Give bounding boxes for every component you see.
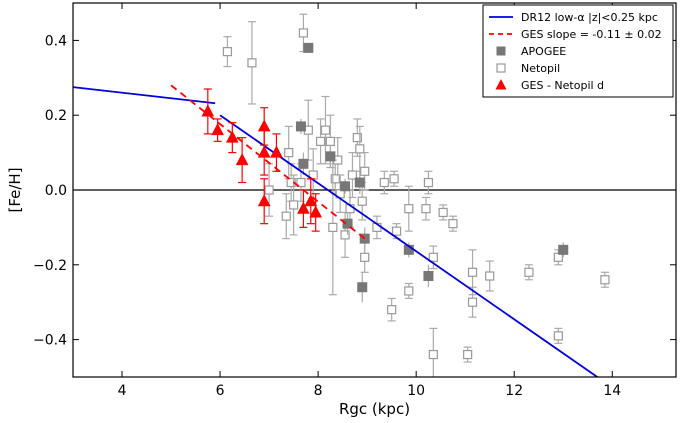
ges-triangle-point bbox=[201, 104, 215, 117]
ges-triangle-point bbox=[257, 119, 271, 132]
netopil-point bbox=[448, 219, 458, 229]
netopil-point bbox=[421, 204, 431, 214]
ges-slope-line bbox=[170, 84, 368, 242]
apogee-point bbox=[558, 244, 569, 255]
netopil-point bbox=[379, 177, 389, 188]
legend-ges-triangle-swatch bbox=[495, 79, 507, 90]
netopil-point bbox=[463, 349, 473, 360]
netopil-point bbox=[387, 305, 397, 315]
legend-apogee-swatch bbox=[496, 46, 506, 56]
x-tick-label: 8 bbox=[314, 383, 323, 399]
apogee-point bbox=[359, 233, 370, 244]
x-tick-label: 10 bbox=[407, 383, 425, 399]
netopil-point bbox=[389, 174, 399, 184]
apogee-point bbox=[325, 151, 336, 162]
legend-label: DR12 low-α |z|<0.25 kpc bbox=[521, 11, 658, 24]
netopil-point bbox=[360, 252, 370, 262]
netopil-point bbox=[347, 170, 358, 180]
legend-label: APOGEE bbox=[521, 45, 566, 58]
y-tick-label: 0.4 bbox=[45, 33, 67, 49]
y-tick-label: −0.2 bbox=[33, 258, 67, 274]
apogee-point bbox=[423, 271, 434, 282]
plot-data-layer bbox=[73, 13, 610, 377]
netopil-point bbox=[438, 207, 448, 218]
netopil-point bbox=[404, 286, 414, 296]
netopil-point bbox=[553, 331, 563, 341]
apogee-point bbox=[354, 177, 365, 188]
netopil-point bbox=[357, 196, 367, 206]
netopil-point bbox=[485, 271, 495, 281]
legend: DR12 low-α |z|<0.25 kpc GES slope = -0.11… bbox=[482, 4, 674, 98]
ges-triangle-point bbox=[270, 145, 283, 158]
netopil-point bbox=[298, 28, 309, 38]
netopil-point bbox=[328, 222, 338, 232]
apogee-point bbox=[303, 42, 314, 53]
dr12-line bbox=[219, 114, 599, 377]
x-tick-label: 12 bbox=[505, 383, 523, 399]
netopil-point bbox=[600, 275, 610, 285]
netopil-point bbox=[524, 267, 534, 277]
legend-label: GES - Netopil d bbox=[521, 79, 604, 92]
netopil-point bbox=[315, 136, 326, 146]
netopil-point bbox=[264, 185, 274, 195]
netopil-point bbox=[325, 136, 335, 146]
ges-triangle-point bbox=[297, 201, 310, 214]
axes-layer: 4 6 8 10 12 14 −0.4 −0.2 0.0 0.2 0.4 bbox=[33, 2, 677, 399]
apogee-point bbox=[340, 181, 351, 192]
netopil-point bbox=[428, 252, 438, 262]
netopil-point bbox=[360, 166, 370, 176]
legend-netopil-swatch bbox=[496, 63, 506, 73]
netopil-point bbox=[320, 125, 331, 135]
legend-box bbox=[482, 4, 674, 98]
netopil-point bbox=[355, 144, 365, 154]
x-axis-label: Rgc (kpc) bbox=[339, 400, 410, 418]
y-tick-label: −0.4 bbox=[33, 333, 67, 349]
netopil-point bbox=[296, 177, 306, 188]
y-tick-label: 0.0 bbox=[45, 183, 67, 199]
netopil-point bbox=[428, 349, 438, 360]
y-axis-label: [Fe/H] bbox=[6, 167, 24, 212]
legend-label: Netopil bbox=[521, 62, 560, 75]
ges-triangle-point bbox=[304, 194, 318, 207]
ges-triangle-point bbox=[257, 145, 271, 158]
netopil-point bbox=[289, 200, 299, 210]
netopil-point bbox=[330, 174, 340, 184]
x-tick-label: 14 bbox=[603, 383, 621, 399]
netopil-point bbox=[247, 58, 257, 68]
netopil-point bbox=[352, 133, 362, 143]
netopil-point bbox=[467, 267, 478, 277]
ges-triangle-point bbox=[257, 194, 271, 207]
y-tick-label: 0.2 bbox=[45, 108, 67, 124]
dr12-line bbox=[73, 86, 216, 105]
ges-triangle-point bbox=[235, 153, 249, 166]
netopil-point bbox=[467, 297, 478, 307]
apogee-point bbox=[298, 158, 309, 169]
netopil-point bbox=[281, 211, 291, 221]
x-tick-label: 4 bbox=[118, 383, 127, 399]
apogee-point bbox=[357, 282, 368, 293]
netopil-point bbox=[423, 177, 434, 188]
legend-label: GES slope = -0.11 ± 0.02 bbox=[521, 28, 662, 41]
netopil-point bbox=[404, 204, 414, 214]
apogee-point bbox=[295, 121, 306, 132]
x-tick-label: 6 bbox=[216, 383, 225, 399]
ges-triangle-point bbox=[309, 205, 322, 218]
netopil-point bbox=[284, 148, 294, 158]
ges-triangle-point bbox=[226, 130, 239, 143]
apogee-point bbox=[342, 218, 353, 229]
ges-triangle-point bbox=[211, 123, 224, 136]
netopil-point bbox=[222, 47, 233, 57]
netopil-point bbox=[391, 226, 402, 236]
netopil-point bbox=[340, 230, 350, 240]
